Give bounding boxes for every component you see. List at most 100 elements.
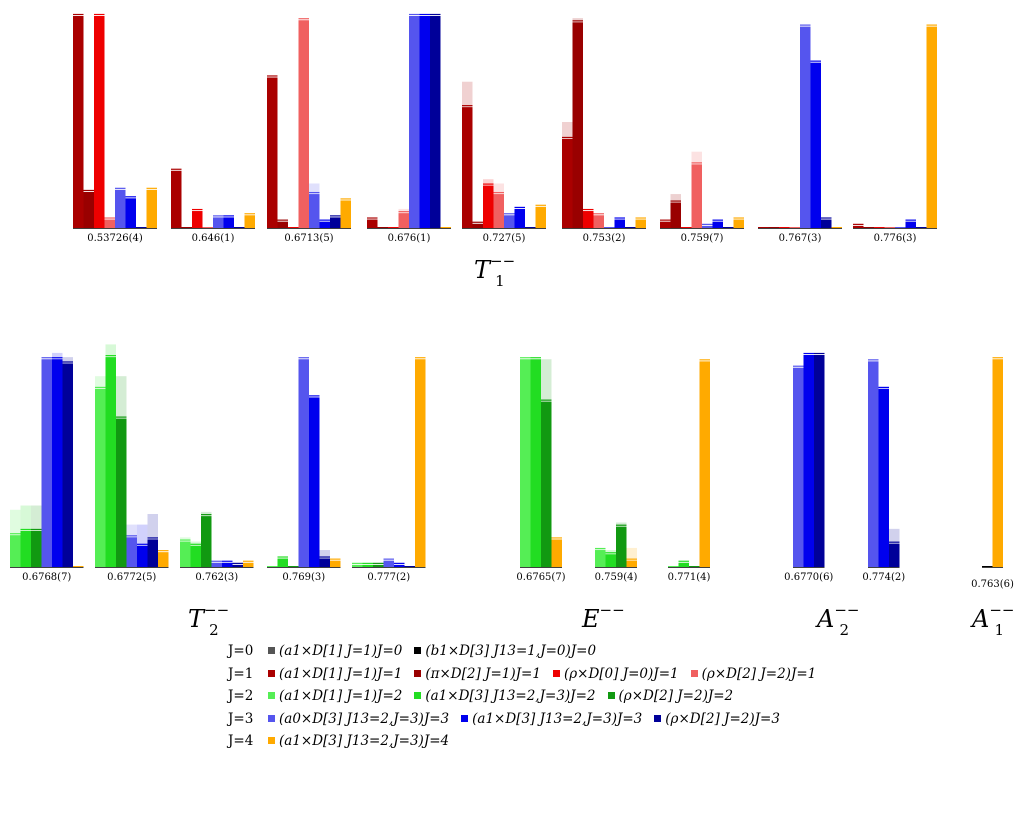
error-band xyxy=(562,122,573,156)
bar-J1_pi xyxy=(277,221,288,228)
bar-J3_a1 xyxy=(319,221,330,228)
legend-swatch xyxy=(268,647,275,654)
bar-J4 xyxy=(330,560,341,567)
legend-row: J=0 (a1×D[1] J=1)J=0 (b1×D[3] J13=1,J=0)J=… xyxy=(228,640,824,663)
bar-J1_pi xyxy=(670,202,681,228)
bar-J3_a0 xyxy=(41,359,52,567)
legend-swatch xyxy=(268,737,275,744)
tick-label: 0.53726(4) xyxy=(87,233,143,244)
tick-label: 0.6713(5) xyxy=(284,233,333,244)
bar-J1_a1 xyxy=(367,219,378,228)
bar-J4 xyxy=(992,359,1003,567)
bar-J1_pi xyxy=(572,22,583,228)
legend-swatch xyxy=(690,669,698,677)
error-band xyxy=(309,183,320,205)
group-label-t1: T−− 1 xyxy=(474,252,515,290)
bar-J3_rho xyxy=(319,558,330,567)
error-band xyxy=(62,357,73,370)
error-band xyxy=(605,550,616,559)
bar-J3_a1 xyxy=(222,562,233,567)
bar-J3_rho xyxy=(147,539,158,567)
bar-J4 xyxy=(146,189,157,228)
legend-row: J=1 (a1×D[1] J=1)J=1 (π×D[2] J=1)J=1 (ρ×D[0… xyxy=(228,663,824,686)
legend-entry: (a1×D[3] J13=2,J=3)J=3 xyxy=(472,710,643,727)
legend-entry: (ρ×D[0] J=0)J=1 xyxy=(563,665,679,682)
legend-swatch xyxy=(414,669,422,677)
bar-J4 xyxy=(340,200,351,228)
bar-J3_a1 xyxy=(803,355,814,567)
bar-J3_a1 xyxy=(905,221,916,228)
bar-J1_pi xyxy=(83,191,94,228)
bar-J3_a1 xyxy=(52,359,63,567)
tick-label: 0.771(4) xyxy=(668,572,711,583)
bar-J1_a1 xyxy=(660,221,671,228)
legend-row: J=4 (a1×D[3] J13=2,J=3)J=4 xyxy=(228,730,824,753)
bar-J3_a0 xyxy=(309,194,320,228)
legend-row: J=2 (a1×D[1] J=1)J=2 (a1×D[3] J13=2,J=3)J=… xyxy=(228,685,824,708)
bar-J3_a0 xyxy=(702,225,713,228)
legend-j-label: J=3 xyxy=(228,710,254,727)
legend-j-label: J=0 xyxy=(228,643,254,659)
bar-J2_rho xyxy=(616,526,627,567)
bar-J3_a1 xyxy=(810,62,821,228)
legend-entry: (a1×D[1] J=1)J=0 xyxy=(279,643,403,659)
bar-J4 xyxy=(635,219,646,228)
legend: J=0 (a1×D[1] J=1)J=0 (b1×D[3] J13=1,J=0)J=… xyxy=(228,640,824,753)
panel-0: 0.53726(4) 0.646(1) 0.6713(5) 0.676(1) 0.727… xyxy=(73,13,937,244)
bar-J3_a1 xyxy=(137,545,148,567)
legend-j-label: J=4 xyxy=(228,733,254,749)
bar-J2_rho xyxy=(31,530,42,567)
legend-swatch xyxy=(654,714,662,722)
bar-J3_a0 xyxy=(504,215,515,228)
bar-J3_a0 xyxy=(383,560,394,567)
bar-J3_a1 xyxy=(125,198,136,228)
legend-swatch xyxy=(268,692,275,699)
bar-J1_rho0 xyxy=(583,211,594,228)
tick-label: 0.763(6) xyxy=(971,579,1014,590)
tick-label: 0.767(3) xyxy=(779,233,822,244)
group-label-a2: A−− 2 xyxy=(815,601,859,639)
bar-J1_a1 xyxy=(462,107,473,228)
bar-J1_a1 xyxy=(267,77,278,228)
bar-J3_a0 xyxy=(409,16,420,228)
bar-J2_a1b xyxy=(20,530,31,567)
legend-entry: (a1×D[1] J=1)J=2 xyxy=(279,688,403,704)
bar-J3_a0 xyxy=(213,217,224,228)
bar-J1_rho2 xyxy=(298,20,309,228)
error-band xyxy=(126,524,137,551)
group-label-a1: A−− 1 xyxy=(970,601,1014,639)
legend-entry: (a1×D[3] J13=2,J=3)J=4 xyxy=(279,733,450,749)
legend-swatch xyxy=(461,714,469,722)
bar-J3_a0 xyxy=(126,537,137,567)
bar-J3_a1 xyxy=(309,397,320,567)
bar-J3_a0 xyxy=(211,562,222,567)
tick-label: 0.753(2) xyxy=(583,233,626,244)
bar-J2_a1b xyxy=(190,545,201,567)
bar-J2_a1b xyxy=(277,558,288,567)
tick-label: 0.6772(5) xyxy=(107,572,156,583)
tick-label: 0.727(5) xyxy=(483,233,526,244)
tick-label: 0.759(7) xyxy=(681,233,724,244)
bar-J4 xyxy=(626,560,637,567)
legend-entry: (a1×D[3] J13=2,J=3)J=2 xyxy=(425,688,596,704)
bar-J1_a1 xyxy=(562,138,573,228)
bar-J3_a0 xyxy=(793,367,804,567)
bar-J2_rho xyxy=(373,564,384,567)
legend-entry: (b1×D[3] J13=1,J=0)J=0 xyxy=(425,643,597,659)
bar-J2_rho xyxy=(201,516,212,567)
legend-swatch xyxy=(552,669,560,677)
bar-J3_a1 xyxy=(419,16,430,228)
panel-2: 0.6765(7) 0.759(4) 0.771(4) xyxy=(516,357,711,583)
bar-J3_a1 xyxy=(614,219,625,228)
bar-J3_rho xyxy=(814,355,825,567)
legend-row: J=3 (a0×D[3] J13=2,J=3)J=3 (a1×D[3] J13=2,… xyxy=(228,708,824,731)
bar-J4 xyxy=(699,361,710,567)
bar-J1_pi xyxy=(472,223,483,228)
bar-J4 xyxy=(733,219,744,228)
bar-J3_a0 xyxy=(115,189,126,228)
bar-J1_rho0 xyxy=(483,185,494,228)
tick-label: 0.759(4) xyxy=(595,572,638,583)
bar-J3_rho xyxy=(62,363,73,567)
bar-J3_a1 xyxy=(878,388,889,567)
bar-J1_rho0 xyxy=(192,211,203,228)
